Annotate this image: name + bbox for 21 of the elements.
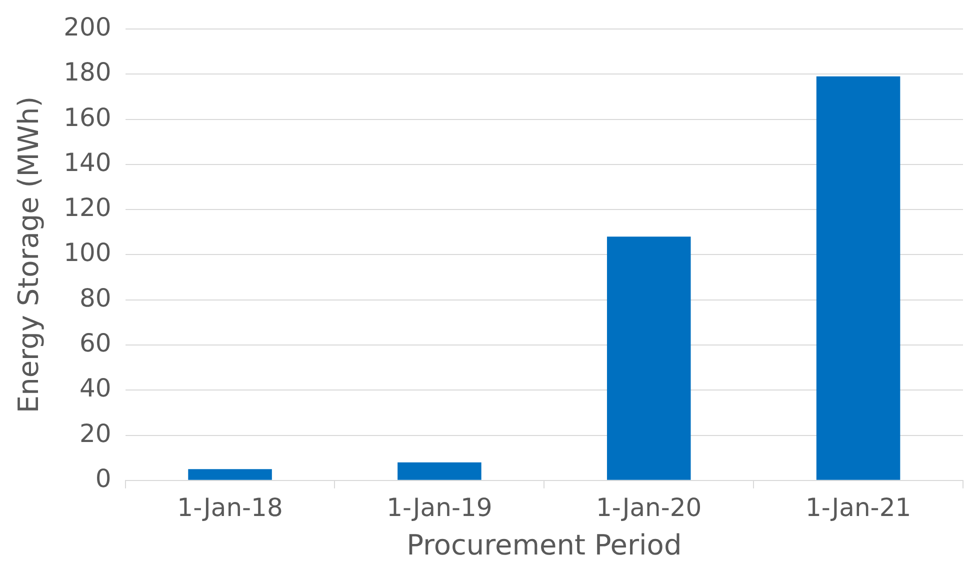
y-tick-label: 180 [64, 58, 112, 87]
bar [398, 462, 482, 480]
x-axis-title: Procurement Period [406, 528, 682, 562]
x-tick-label: 1-Jan-18 [177, 492, 283, 522]
y-tick-label: 80 [80, 283, 112, 312]
x-tick-label: 1-Jan-20 [596, 492, 702, 522]
y-tick-label: 160 [64, 102, 112, 132]
y-tick-label: 120 [64, 193, 112, 222]
y-tick-label: 20 [80, 418, 112, 448]
bar [816, 76, 900, 480]
y-tick-label: 200 [64, 12, 112, 42]
y-tick-label: 100 [64, 238, 112, 268]
y-tick-label: 40 [80, 374, 112, 403]
x-tick-label: 1-Jan-19 [386, 492, 492, 522]
y-tick-label: 140 [64, 148, 112, 177]
bar [606, 236, 691, 480]
bar [188, 469, 272, 480]
y-tick-label: 60 [80, 328, 112, 358]
y-axis-title: Energy Storage (MWh) [12, 96, 46, 414]
y-tick-label: 0 [95, 464, 112, 493]
x-tick-label: 1-Jan-21 [805, 492, 912, 522]
